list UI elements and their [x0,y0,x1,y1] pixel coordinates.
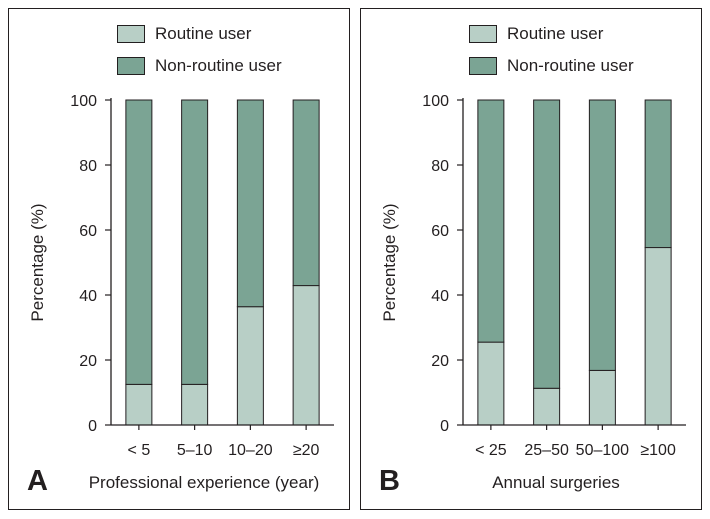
bar-segment-nonroutine [292,99,320,287]
panel-letter: B [379,465,400,497]
y-tick-label: 80 [431,158,449,175]
y-tick-label: 0 [440,418,449,435]
y-tick-label: 40 [79,288,97,305]
bar-segment-routine [644,247,672,426]
legend-swatch-routine [469,25,497,43]
x-tick-label: 5–10 [177,442,213,459]
legend-swatch-nonroutine [117,57,145,75]
x-tick-label: 10–20 [228,442,273,459]
y-tick-label: 100 [70,93,97,110]
legend-swatch-routine [117,25,145,43]
x-tick-label: ≥20 [293,442,320,459]
bar-segment-routine [292,285,320,426]
bar-segment-nonroutine [181,99,209,385]
x-tick-label: < 25 [475,442,507,459]
chart-panel-b: Routine user Non-routine user 0 20 40 60 80 1… [360,8,702,510]
y-tick-label: 0 [88,418,97,435]
x-tick-label: 25–50 [524,442,569,459]
chart-plot: 0 20 40 60 80 100 Percentage (%) < 25 25–50 50–10… [380,93,686,459]
bar-segment-nonroutine [125,99,153,385]
bar-segment-nonroutine [236,99,264,308]
bar-segment-routine [477,341,505,426]
chart-plot: 0 20 40 60 80 100 Percentage (%) < 5 5–10 10–20 ≥2… [28,93,334,459]
bar-segment-routine [181,383,209,426]
y-tick-label: 40 [431,288,449,305]
y-tick-label: 20 [79,353,97,370]
bar-segment-routine [588,369,616,426]
chart-panel-a: Routine user Non-routine user 0 20 40 60 80 1… [8,8,350,510]
bar-segment-routine [125,383,153,426]
bar-segment-routine [533,387,561,426]
bar-segment-nonroutine [644,99,672,249]
legend-label-routine: Routine user [155,24,252,43]
panel-letter: A [27,465,48,497]
legend-label-nonroutine: Non-routine user [155,56,282,75]
bar-segment-nonroutine [477,99,505,343]
x-tick-label: < 5 [128,442,151,459]
y-tick-label: 100 [422,93,449,110]
legend-label-routine: Routine user [507,24,604,43]
bar-segment-routine [236,306,264,426]
y-axis-title: Percentage (%) [380,203,399,321]
y-tick-label: 60 [431,223,449,240]
y-tick-label: 80 [79,158,97,175]
y-tick-label: 60 [79,223,97,240]
legend-swatch-nonroutine [469,57,497,75]
x-axis-title: Annual surgeries [492,473,620,492]
y-tick-label: 20 [431,353,449,370]
legend-label-nonroutine: Non-routine user [507,56,634,75]
x-axis-title: Professional experience (year) [88,473,320,492]
y-axis-title: Percentage (%) [28,203,47,321]
bar-segment-nonroutine [588,99,616,371]
x-tick-label: ≥100 [640,442,676,459]
x-tick-label: 50–100 [576,442,629,459]
bar-segment-nonroutine [533,99,561,389]
